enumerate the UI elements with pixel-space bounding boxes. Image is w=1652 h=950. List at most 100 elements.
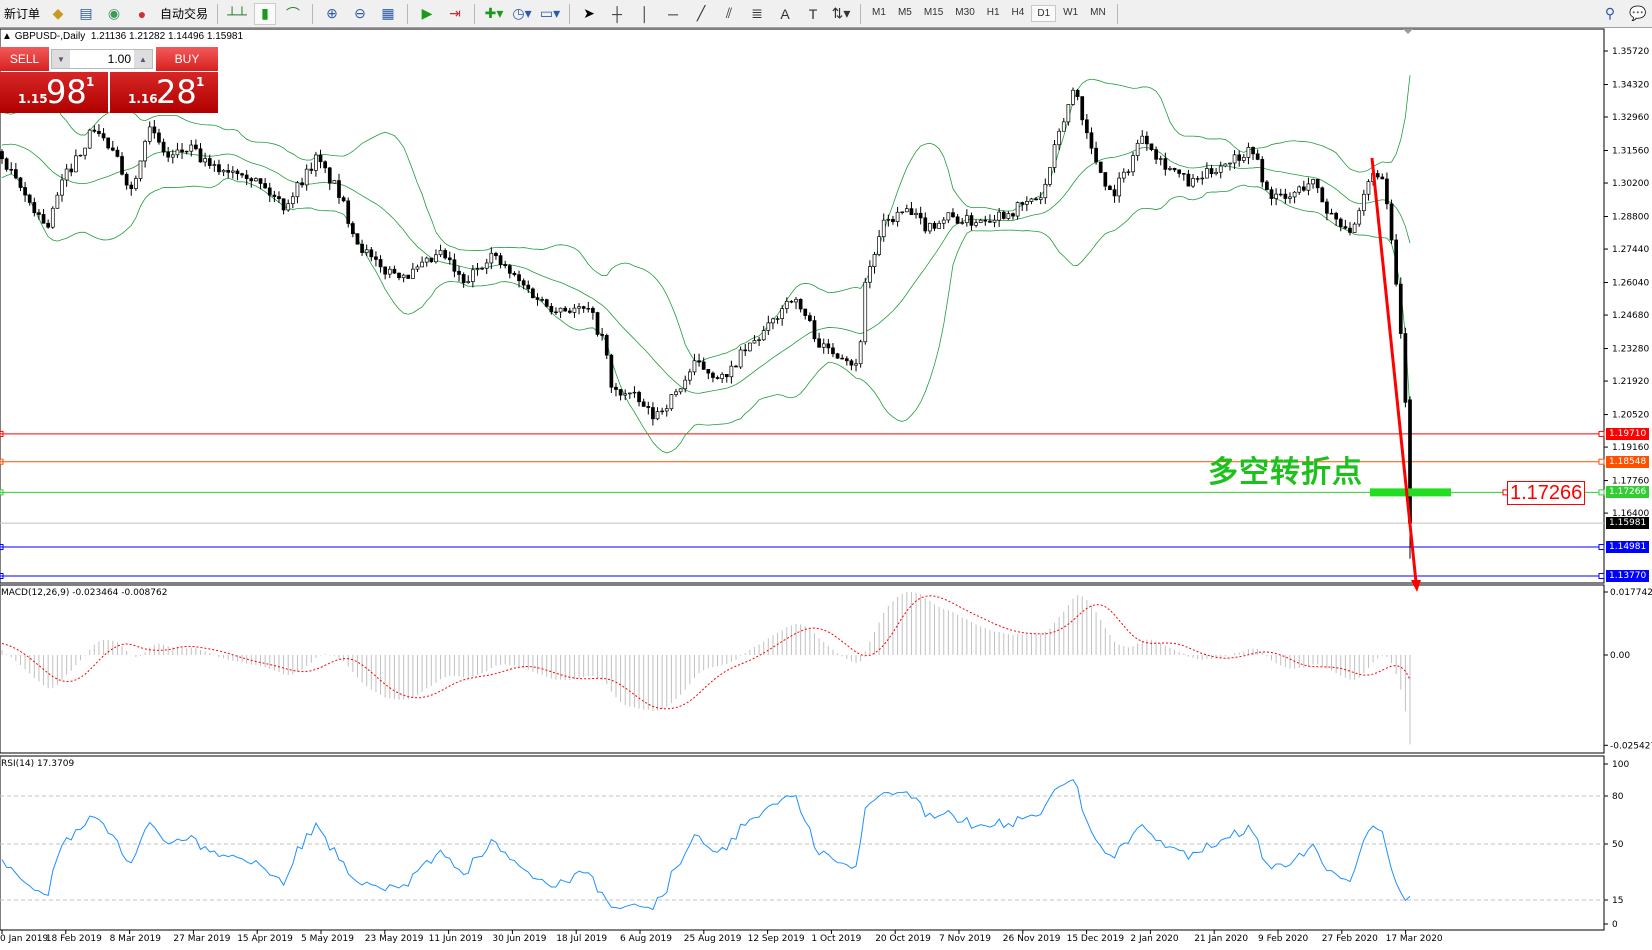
candle-body	[124, 173, 129, 186]
candle-body	[1394, 239, 1399, 285]
timeframe-mn[interactable]: MN	[1090, 7, 1106, 18]
chart-shift-icon[interactable]: ⇥	[449, 5, 461, 21]
candle-body	[1232, 154, 1237, 164]
price-axis-label: 1.23280	[1612, 345, 1649, 355]
lot-decrease-button[interactable]: ▼	[52, 50, 70, 68]
candle-body	[812, 320, 817, 340]
search-icon[interactable]: ⚲	[1604, 5, 1616, 21]
candle-body	[1177, 169, 1182, 174]
trendline-icon[interactable]: ╱	[696, 5, 706, 21]
timeframe-m15[interactable]: M15	[923, 7, 944, 18]
candle	[212, 160, 217, 172]
candle	[300, 177, 304, 188]
lot-size-input[interactable]: ▼ 1.00 ▲	[51, 49, 153, 69]
line-chart-icon[interactable]: ⌒	[286, 5, 301, 22]
lot-value[interactable]: 1.00	[107, 52, 131, 66]
price-axis-label: 1.16400	[1612, 509, 1649, 519]
candle-body	[521, 280, 526, 286]
candle	[318, 149, 323, 169]
date-axis-label: 2 Jan 2020	[1130, 934, 1179, 944]
candle	[928, 222, 932, 234]
zoom-out-icon[interactable]: ⊖	[354, 5, 366, 21]
candle	[627, 392, 632, 399]
timeframe-d1[interactable]: D1	[1031, 5, 1057, 22]
candle	[1329, 208, 1334, 215]
templates-icon[interactable]: ▭▾	[539, 5, 561, 21]
chat-icon[interactable]: 💬	[1629, 5, 1647, 21]
crosshair-icon[interactable]: ┼	[612, 5, 622, 22]
candle-body	[411, 268, 415, 279]
candle	[877, 229, 881, 257]
timeframe-m1[interactable]: M1	[872, 7, 886, 18]
pivot-annotation[interactable]: 多空转折点	[1208, 455, 1363, 490]
indicators-icon[interactable]: ✚▾	[484, 5, 504, 21]
text-icon[interactable]: A	[780, 5, 790, 22]
candle	[600, 327, 604, 341]
candle-body	[761, 330, 766, 341]
candle	[1209, 164, 1214, 178]
candle-body	[1038, 197, 1043, 200]
price-plot	[0, 75, 1412, 559]
candle-body	[831, 347, 835, 355]
candle-body	[1001, 211, 1006, 219]
auto-scroll-icon[interactable]: ▶	[421, 5, 433, 21]
candle-body	[1024, 201, 1029, 205]
periods-icon[interactable]: ◷▾	[512, 5, 532, 21]
timeframe-h1[interactable]: H1	[986, 7, 1000, 18]
buy-price-pips: 28	[156, 73, 197, 111]
candle	[724, 374, 729, 383]
chart-shift-marker-icon	[1403, 29, 1413, 34]
auto-trading-icon[interactable]: ●	[137, 5, 147, 22]
signals-icon[interactable]: ◉	[107, 5, 121, 21]
date-axis-label: 23 May 2019	[364, 934, 424, 944]
cursor-icon[interactable]: ➤	[583, 5, 595, 21]
level-price-label: 1.18548	[1606, 455, 1650, 468]
candle	[1260, 156, 1265, 188]
auto-trading-button[interactable]: 自动交易	[160, 7, 209, 21]
market-watch-icon[interactable]: ◆	[52, 5, 64, 21]
buy-price[interactable]: 1.16 28 1	[110, 72, 218, 113]
vertical-line-icon[interactable]: │	[640, 5, 650, 22]
bar-chart-icon[interactable]: ┴┴	[227, 5, 247, 22]
candle-body	[706, 369, 711, 374]
collapse-triangle-icon[interactable]: ▲	[2, 31, 12, 42]
sell-price[interactable]: 1.15 98 1	[0, 72, 108, 113]
buy-button[interactable]: BUY	[156, 47, 218, 71]
candle	[554, 307, 558, 315]
candle-body	[752, 340, 757, 344]
arrows-icon[interactable]: ⇅▾	[831, 5, 851, 21]
candle-body	[618, 389, 623, 396]
candle-body	[37, 212, 41, 215]
candle	[1274, 188, 1278, 206]
timeframe-h4[interactable]: H4	[1011, 7, 1025, 18]
candle	[115, 146, 120, 158]
timeframe-w1[interactable]: W1	[1063, 7, 1079, 18]
sell-button[interactable]: SELL	[0, 47, 49, 71]
new-order-button[interactable]: 新订单	[4, 7, 41, 21]
trend-arrow-line	[1370, 157, 1418, 583]
candle-body	[1278, 193, 1283, 196]
candlestick-icon[interactable]: ▮	[254, 2, 277, 25]
price-label-annotation[interactable]: 1.17266	[1507, 481, 1586, 505]
candle	[1228, 162, 1232, 171]
candle	[120, 152, 124, 176]
candle	[106, 137, 111, 150]
timeframe-m30[interactable]: M30	[955, 7, 975, 18]
horizontal-line-icon[interactable]: ─	[668, 5, 678, 22]
fibonacci-icon[interactable]: ≣	[751, 5, 763, 21]
candle	[129, 181, 134, 196]
candle-body	[983, 219, 988, 222]
zoom-in-icon[interactable]: ⊕	[326, 5, 338, 21]
timeframe-m5[interactable]: M5	[897, 7, 912, 18]
candle-body	[544, 299, 549, 307]
text-label-icon[interactable]: T	[808, 5, 818, 22]
candle	[1186, 169, 1191, 187]
equidistant-channel-icon[interactable]: ⫽	[725, 5, 733, 21]
navigator-icon[interactable]: ▤	[79, 5, 93, 21]
candle-body	[175, 149, 180, 156]
tile-windows-icon[interactable]: ▦	[381, 5, 395, 21]
lot-increase-button[interactable]: ▲	[134, 50, 152, 68]
candle-body	[701, 361, 706, 370]
candle-body	[434, 254, 438, 263]
